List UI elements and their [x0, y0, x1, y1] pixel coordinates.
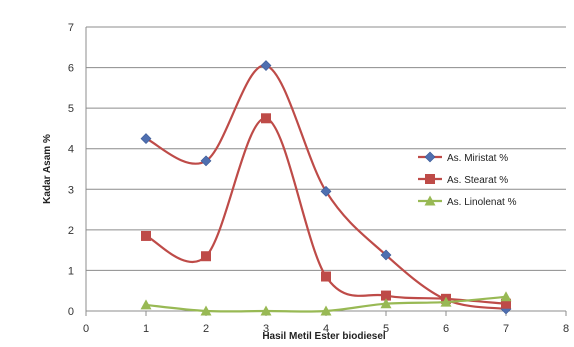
y-tick-label: 1: [68, 265, 74, 277]
data-point: [141, 230, 151, 241]
legend-marker: [425, 174, 435, 184]
y-tick-label: 7: [68, 22, 74, 34]
data-point: [201, 251, 211, 262]
data-point: [260, 305, 272, 316]
x-tick-label: 1: [143, 323, 149, 335]
x-tick-label: 4: [323, 323, 329, 335]
y-tick-label: 3: [68, 184, 74, 196]
data-point: [380, 249, 392, 261]
legend-marker: [424, 151, 436, 163]
x-tick-label: 6: [443, 323, 449, 335]
series-3: [140, 291, 512, 316]
data-point: [500, 291, 512, 302]
x-tick-label: 5: [383, 323, 389, 335]
data-point: [440, 296, 452, 307]
x-tick-label: 8: [563, 323, 569, 335]
legend-label: As. Stearat %: [447, 175, 508, 186]
gridlines: [86, 26, 566, 271]
legend: As. Miristat % As. Stearat % As. Linolenat…: [418, 151, 517, 208]
y-tick-label: 4: [68, 144, 74, 156]
x-tick-label: 7: [503, 323, 509, 335]
legend-entry: As. Stearat %: [418, 174, 508, 186]
data-point: [260, 60, 272, 71]
x-tick-label: 3: [263, 323, 269, 335]
series-group: [140, 60, 512, 316]
legend-entry: As. Linolenat %: [418, 195, 517, 208]
y-tick-label: 2: [68, 225, 74, 237]
x-tick-label: 2: [203, 323, 209, 335]
data-point: [140, 133, 152, 144]
data-point: [261, 113, 271, 124]
x-axis-title: Hasil Metil Ester biodiesel: [262, 331, 386, 342]
data-point: [320, 305, 332, 316]
x-tick-label: 0: [83, 323, 89, 335]
legend-label: As. Miristat %: [447, 153, 508, 164]
data-point: [380, 298, 392, 309]
series-2: [141, 113, 511, 309]
data-point: [320, 185, 332, 197]
y-tick-label: 6: [68, 63, 74, 75]
data-point: [200, 155, 212, 167]
legend-marker: [424, 195, 436, 206]
y-tick-label: 0: [68, 306, 74, 318]
data-point: [321, 271, 331, 282]
data-point: [501, 298, 511, 309]
data-point: [200, 305, 212, 316]
data-point: [381, 290, 391, 301]
y-tick-label: 5: [68, 103, 74, 115]
y-axis-title: Kadar Asam %: [42, 134, 53, 204]
legend-entry: As. Miristat %: [418, 151, 508, 164]
data-point: [140, 299, 152, 310]
legend-label: As. Linolenat %: [447, 197, 517, 208]
